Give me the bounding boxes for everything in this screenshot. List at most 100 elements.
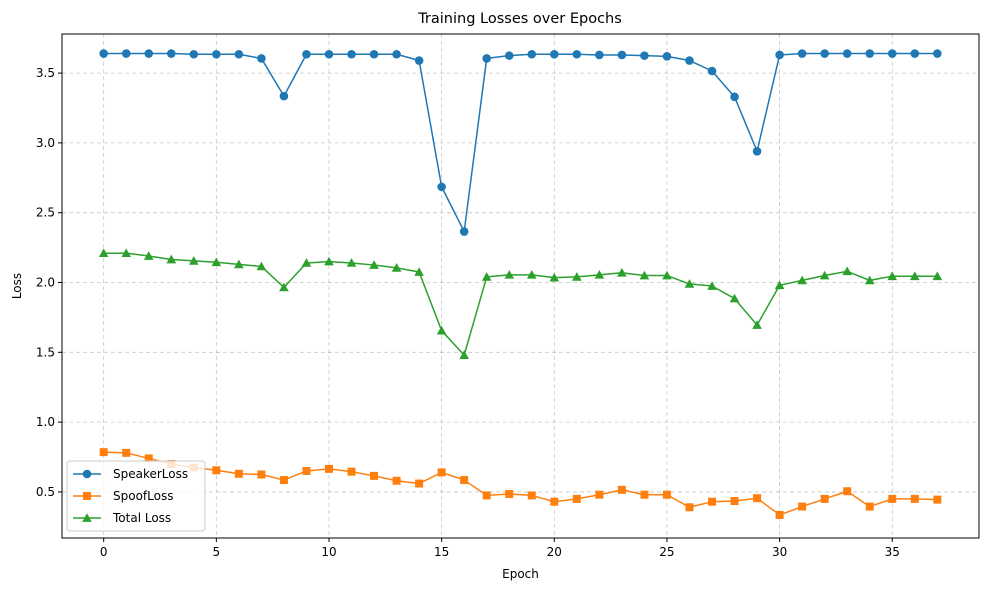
data-point-spoofloss [234, 469, 243, 478]
data-point-spoofloss [482, 491, 491, 500]
data-point-spoofloss [708, 497, 717, 506]
data-point-total-loss [436, 325, 447, 335]
data-point-spoofloss [617, 485, 626, 494]
legend-marker-speakerloss [82, 469, 92, 479]
data-point-total-loss [346, 258, 357, 267]
data-point-spoofloss [685, 503, 694, 512]
data-point-spoofloss [460, 476, 469, 485]
data-point-total-loss [842, 266, 852, 276]
data-point-spoofloss [99, 448, 108, 457]
y-tick-label: 0.5 [36, 485, 55, 499]
data-point-speakerloss [482, 54, 492, 63]
data-point-total-loss [617, 267, 627, 277]
data-point-speakerloss [257, 54, 266, 63]
x-axis-title: Epoch [502, 567, 539, 581]
data-point-total-loss [774, 280, 785, 290]
data-point-total-loss [684, 279, 695, 288]
data-point-spoofloss [257, 470, 266, 479]
data-point-spoofloss [505, 490, 514, 499]
data-point-total-loss [549, 272, 560, 282]
data-point-spoofloss [753, 494, 762, 503]
data-point-spoofloss [347, 467, 356, 476]
data-point-spoofloss [798, 502, 807, 511]
x-tick-label: 20 [547, 545, 562, 559]
x-tick-label: 30 [772, 545, 787, 559]
legend-marker-spoofloss [83, 492, 91, 500]
data-point-spoofloss [527, 491, 536, 500]
series-layer [98, 49, 943, 519]
data-point-speakerloss [369, 49, 379, 59]
data-point-spoofloss [392, 476, 401, 485]
data-point-speakerloss [887, 49, 897, 58]
data-point-speakerloss [730, 92, 739, 102]
plot-frame [61, 33, 980, 539]
data-point-speakerloss [685, 56, 694, 65]
series-line-total-loss [103, 252, 938, 356]
data-point-speakerloss [144, 49, 154, 58]
data-point-spoofloss [550, 497, 559, 506]
data-point-spoofloss [437, 468, 446, 477]
data-point-speakerloss [820, 49, 829, 58]
data-point-speakerloss [279, 91, 289, 101]
data-point-total-loss [166, 254, 177, 264]
data-point-total-loss [279, 282, 289, 292]
data-point-speakerloss [347, 49, 356, 59]
data-point-total-loss [481, 272, 492, 281]
data-point-speakerloss [662, 52, 672, 61]
data-point-speakerloss [910, 49, 920, 58]
data-point-total-loss [414, 267, 424, 276]
series-spoofloss [99, 448, 942, 519]
series-total-loss [98, 248, 943, 359]
data-point-speakerloss [640, 51, 649, 60]
data-point-speakerloss [459, 227, 469, 236]
x-tick-label: 25 [659, 545, 674, 559]
data-point-spoofloss [324, 464, 333, 473]
data-point-speakerloss [121, 49, 131, 58]
data-point-spoofloss [595, 490, 604, 499]
x-tick-label: 35 [885, 545, 900, 559]
data-point-spoofloss [865, 502, 874, 511]
data-point-total-loss [909, 271, 920, 281]
data-point-total-loss [301, 258, 312, 267]
data-point-speakerloss [572, 49, 582, 59]
x-tick-label: 15 [434, 545, 449, 559]
data-point-spoofloss [640, 490, 649, 499]
data-point-spoofloss [122, 448, 131, 457]
data-point-spoofloss [144, 454, 153, 463]
data-point-total-loss [797, 275, 807, 285]
data-point-speakerloss [302, 49, 311, 59]
data-point-speakerloss [797, 49, 807, 58]
data-point-speakerloss [527, 49, 537, 59]
data-point-total-loss [211, 257, 222, 267]
data-point-total-loss [121, 248, 132, 258]
legend-label-speakerloss: SpeakerLoss [113, 467, 188, 481]
data-point-total-loss [752, 320, 762, 329]
y-tick-label: 1.5 [36, 345, 55, 359]
data-point-total-loss [639, 270, 650, 280]
data-point-speakerloss [549, 49, 559, 59]
legend: SpeakerLoss SpoofLoss Total Loss [66, 460, 206, 532]
y-axis-title: Loss [10, 273, 24, 299]
legend-label-spoofloss: SpoofLoss [113, 489, 173, 503]
data-point-speakerloss [414, 56, 424, 65]
series-speakerloss [99, 49, 942, 236]
data-point-speakerloss [595, 50, 604, 60]
data-point-speakerloss [504, 51, 514, 60]
y-tick-label: 1.0 [36, 415, 55, 429]
data-point-spoofloss [662, 490, 671, 499]
data-point-speakerloss [752, 146, 762, 156]
data-point-speakerloss [617, 50, 627, 60]
data-point-spoofloss [730, 497, 739, 506]
data-point-spoofloss [843, 487, 852, 496]
data-point-speakerloss [324, 49, 334, 59]
y-tick-label: 2.0 [36, 276, 55, 290]
x-axis: 0 5 10 15 20 25 30 35 [100, 538, 900, 559]
data-point-spoofloss [820, 494, 829, 503]
data-point-total-loss [526, 270, 537, 279]
data-point-total-loss [98, 248, 109, 258]
data-point-total-loss [324, 256, 334, 266]
data-point-speakerloss [707, 66, 717, 76]
data-point-spoofloss [370, 471, 379, 480]
data-point-total-loss [707, 281, 717, 290]
